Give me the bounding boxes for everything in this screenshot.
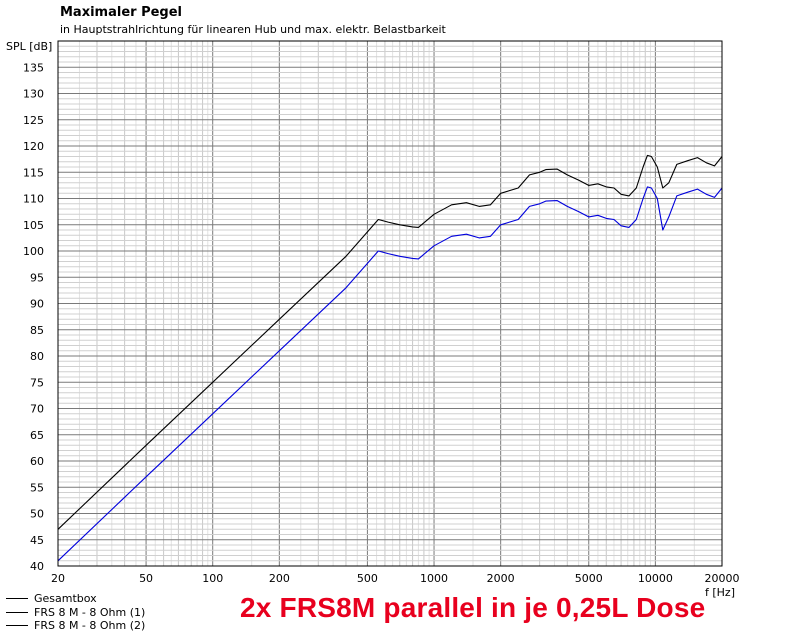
legend-swatch [6, 625, 28, 627]
y-tick-label: 135 [23, 61, 44, 74]
y-tick-label: 70 [30, 403, 44, 416]
legend-label: Gesamtbox [34, 592, 97, 605]
y-tick-label: 95 [30, 271, 44, 284]
y-tick-label: 130 [23, 88, 44, 101]
legend-swatch [6, 598, 28, 600]
x-tick-label: 10000 [638, 572, 673, 585]
x-tick-label: 500 [357, 572, 378, 585]
y-tick-label: 65 [30, 429, 44, 442]
series-layer [57, 154, 723, 562]
y-tick-label: 45 [30, 534, 44, 547]
y-tick-label: 110 [23, 193, 44, 206]
x-tick-label: 20000 [705, 572, 740, 585]
y-tick-label: 100 [23, 245, 44, 258]
legend: Gesamtbox FRS 8 M - 8 Ohm (1) FRS 8 M - … [6, 592, 145, 633]
y-axis-label: SPL [dB] [6, 40, 53, 53]
x-axis-label: f [Hz] [705, 586, 735, 599]
legend-item: Gesamtbox [6, 592, 145, 606]
y-tick-label: 80 [30, 350, 44, 363]
chart-subtitle: in Hauptstrahlrichtung für linearen Hub … [60, 23, 446, 36]
legend-label: FRS 8 M - 8 Ohm (1) [34, 605, 146, 619]
grid-lines [57, 40, 723, 567]
series-line-2 [57, 186, 723, 562]
y-tick-label: 60 [30, 455, 44, 468]
x-tick-label: 2000 [487, 572, 515, 585]
legend-item: FRS 8 M - 8 Ohm (1) [6, 606, 145, 620]
y-tick-label: 105 [23, 219, 44, 232]
y-tick-label: 40 [30, 560, 44, 573]
annotation-text: 2x FRS8M parallel in je 0,25L Dose [240, 592, 706, 623]
x-tick-label: 50 [139, 572, 153, 585]
chart-title: Maximaler Pegel [60, 5, 183, 20]
y-tick-label: 85 [30, 324, 44, 337]
y-tick-label: 120 [23, 140, 44, 153]
x-tick-label: 1000 [420, 572, 448, 585]
x-tick-label: 100 [202, 572, 223, 585]
y-tick-label: 125 [23, 114, 44, 127]
tick-labels: 20 50 100 200 500 1000 2000 5000 10000 20000 40 45 5… [23, 61, 740, 585]
legend-label: FRS 8 M - 8 Ohm (2) [34, 619, 146, 632]
plot-frame [57, 40, 723, 567]
y-tick-label: 55 [30, 481, 44, 494]
y-tick-label: 50 [30, 508, 44, 521]
legend-item: FRS 8 M - 8 Ohm (2) [6, 619, 145, 633]
series-line-1 [57, 154, 723, 530]
x-tick-label: 200 [269, 572, 290, 585]
x-tick-label: 20 [51, 572, 65, 585]
y-tick-label: 115 [23, 166, 44, 179]
x-tick-label: 5000 [575, 572, 603, 585]
y-tick-label: 90 [30, 298, 44, 311]
y-tick-label: 75 [30, 376, 44, 389]
legend-swatch [6, 611, 28, 613]
